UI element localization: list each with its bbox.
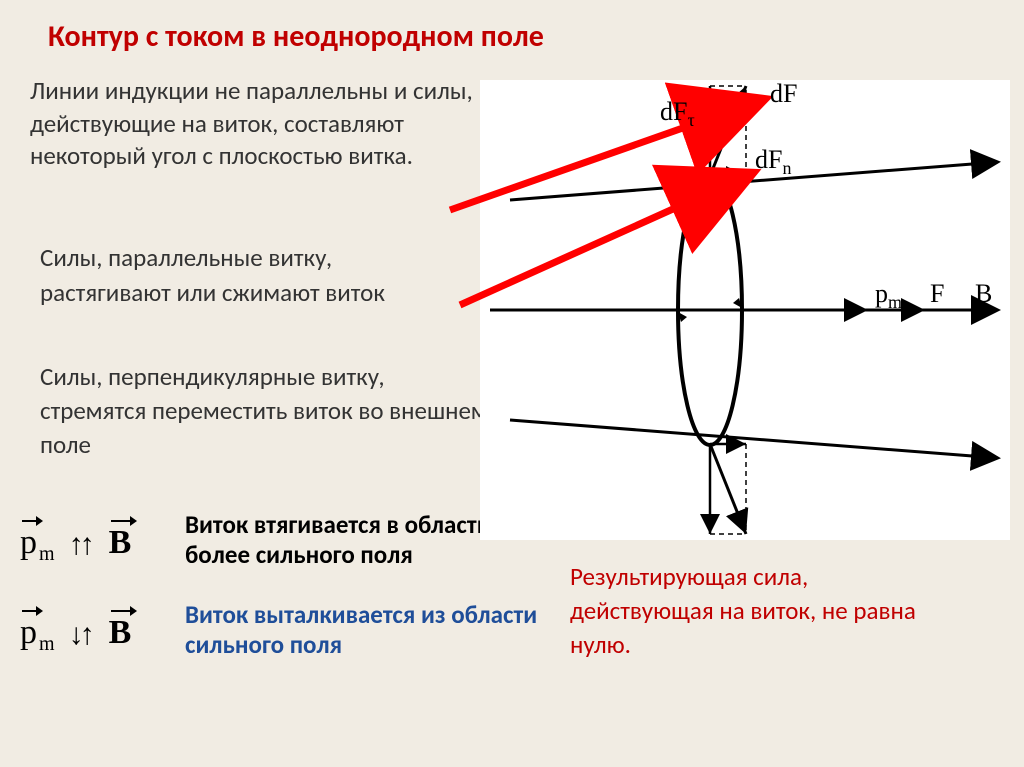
sub-m: m — [39, 543, 55, 566]
svg-text:F: F — [930, 279, 944, 308]
sub-m2: m — [39, 633, 55, 656]
sym-p2: p — [20, 614, 37, 651]
paragraph-2: Силы, параллельные витку, растягивают ил… — [40, 240, 480, 310]
svg-text:dFτ: dFτ — [660, 97, 695, 130]
page-title: Контур с током в неоднородном поле — [48, 18, 544, 55]
p2-line2: растягивают или сжимают виток — [40, 275, 480, 310]
sym-B2: B — [109, 614, 132, 651]
svg-text:pm: pm — [875, 279, 902, 312]
dir-arrows-down-up: ↓↑ — [69, 618, 91, 652]
explanation-pushed-out: Виток выталкивается из области сильного … — [185, 600, 540, 660]
formula-row-antiparallel: pm ↓↑ B Виток выталкивается из области с… — [20, 600, 540, 660]
svg-text:B: B — [975, 279, 992, 308]
sym-B: B — [109, 524, 132, 561]
dir-arrows-up-up: ↑↑ — [69, 528, 91, 562]
formula-row-parallel: pm ↑↑ B Виток втягивается в область боле… — [20, 510, 540, 570]
formula-pm-par-B: pm ↑↑ B — [20, 518, 185, 562]
svg-text:dF: dF — [770, 79, 797, 108]
paragraph-3: Силы, перпендикулярные витку, стремятся … — [40, 360, 490, 461]
physics-diagram: dF dFτ dFn pm F B — [480, 80, 1010, 540]
svg-text:dFn: dFn — [755, 145, 791, 178]
p2-line1: Силы, параллельные витку, — [40, 240, 480, 275]
paragraph-1: Линии индукции не параллельны и силы, де… — [30, 75, 475, 173]
sym-p: p — [20, 524, 37, 561]
formula-pm-anti-B: pm ↓↑ B — [20, 608, 185, 652]
result-text: Результирующая сила, действующая на вито… — [570, 560, 940, 661]
